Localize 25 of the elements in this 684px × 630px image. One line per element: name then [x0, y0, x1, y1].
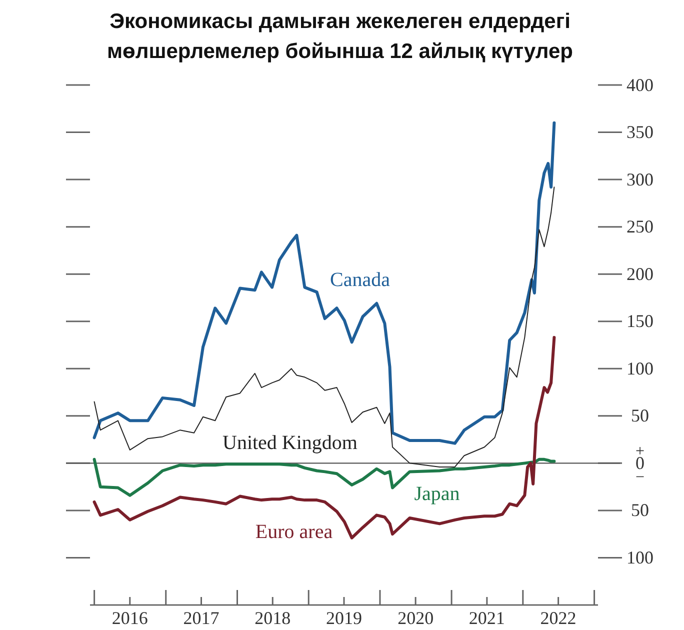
chart-title: Экономикасы дамыған жекелеген елдердегі мөлшерлемелер бойынша 12 айлық күтулер — [107, 10, 573, 63]
x-tick-label: 2020 — [398, 608, 434, 628]
y-tick-label: 350 — [626, 122, 654, 142]
y-tick-label: 50 — [631, 500, 649, 520]
text: − — [635, 468, 645, 486]
x-tick-label: 2017 — [183, 608, 220, 628]
x-tick-label: 2019 — [326, 608, 362, 628]
x-tick-label: 2021 — [468, 608, 505, 628]
series-label: Japan — [414, 483, 460, 505]
y-tick-label: 250 — [626, 216, 654, 237]
x-tick-label: 2016 — [112, 608, 148, 628]
x-tick-label: 2018 — [254, 608, 291, 628]
y-tick-label: 300 — [626, 169, 654, 190]
y-tick-label: 100 — [626, 547, 654, 568]
y-tick-label: 50 — [631, 406, 649, 426]
y-tick-label: 400 — [626, 74, 654, 95]
x-tick-label: 2022 — [540, 608, 576, 628]
line-series — [94, 186, 555, 468]
line-series — [92, 336, 556, 540]
series-label: United Kingdom — [222, 432, 358, 454]
series-label: Canada — [330, 269, 390, 291]
series-label: Euro area — [255, 521, 333, 543]
y-tick-label: 100 — [626, 358, 654, 378]
y-tick-label: 150 — [626, 311, 654, 332]
y-tick-label: 200 — [626, 264, 654, 284]
